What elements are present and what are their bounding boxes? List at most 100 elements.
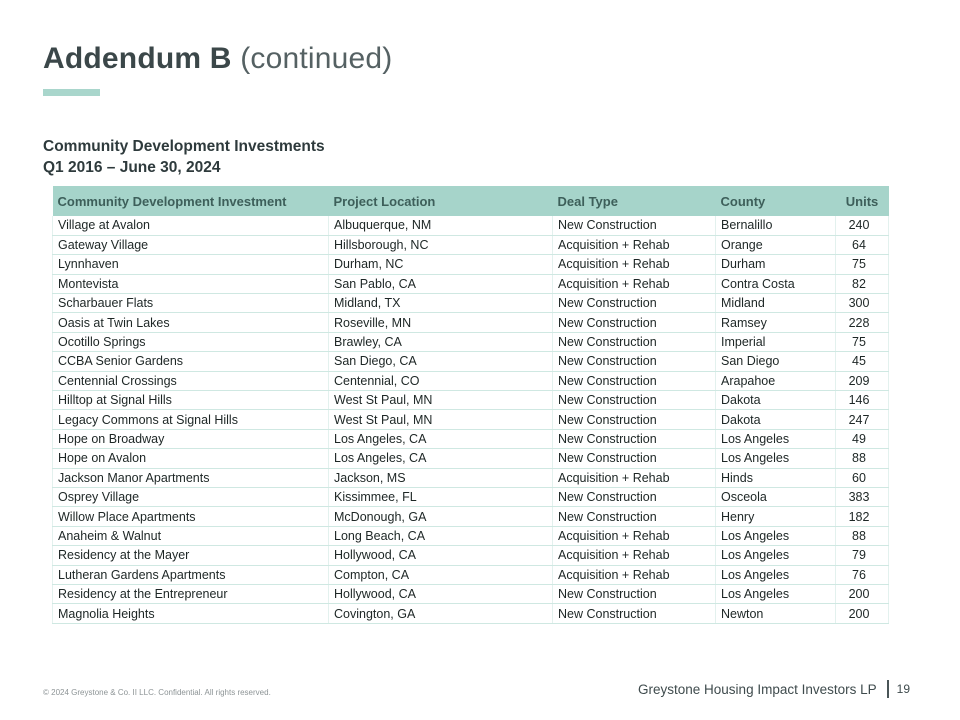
table-cell: Contra Costa xyxy=(715,274,836,295)
table-cell: 247 xyxy=(835,409,889,430)
table-cell: Midland xyxy=(715,293,836,314)
table-cell: 45 xyxy=(835,351,889,372)
table-cell: Jackson Manor Apartments xyxy=(52,468,329,488)
table-cell: Osprey Village xyxy=(52,487,329,508)
table-cell: Jackson, MS xyxy=(328,468,553,488)
table-cell: New Construction xyxy=(552,332,716,353)
table-cell: 75 xyxy=(835,332,889,353)
table-cell: Covington, GA xyxy=(328,603,553,624)
table-cell: Durham xyxy=(715,254,836,275)
table-cell: 228 xyxy=(835,312,889,333)
table-cell: Bernalillo xyxy=(715,216,836,236)
table-cell: New Construction xyxy=(552,371,716,392)
table-cell: Magnolia Heights xyxy=(52,603,329,624)
table-cell: New Construction xyxy=(552,487,716,508)
footer-right: Greystone Housing Impact Investors LP 19 xyxy=(638,680,910,698)
table-cell: Dakota xyxy=(715,409,836,430)
table-row: CCBA Senior Gardens San Diego, CA New Cons… xyxy=(52,351,889,372)
table-cell: Los Angeles, CA xyxy=(328,429,553,450)
table-cell: 88 xyxy=(835,526,889,547)
page-title-main: Addendum B xyxy=(43,42,232,75)
table-row: Hope on Avalon Los Angeles, CA New Constru… xyxy=(52,448,889,469)
table-cell: 383 xyxy=(835,487,889,508)
table-cell: West St Paul, MN xyxy=(328,390,553,411)
table-header-row: Community Development Investment Project … xyxy=(52,186,889,216)
table-row: Ocotillo Springs Brawley, CA New Construct… xyxy=(52,332,889,353)
table-cell: 49 xyxy=(835,429,889,450)
table-cell: 88 xyxy=(835,448,889,469)
table-cell: Centennial, CO xyxy=(328,371,553,392)
table-cell: 76 xyxy=(835,565,889,585)
table-cell: Lutheran Gardens Apartments xyxy=(52,565,329,585)
table-row: Magnolia Heights Covington, GA New Constru… xyxy=(52,603,889,624)
table-cell: Ramsey xyxy=(715,312,836,333)
table-row: Jackson Manor Apartments Jackson, MS Acqui… xyxy=(52,468,889,488)
table-cell: Osceola xyxy=(715,487,836,508)
table-cell: Newton xyxy=(715,603,836,624)
page-title: Addendum B (continued) xyxy=(43,42,392,76)
table-cell: Imperial xyxy=(715,332,836,353)
table-cell: Legacy Commons at Signal Hills xyxy=(52,409,329,430)
table-cell: West St Paul, MN xyxy=(328,409,553,430)
table-row: Hilltop at Signal Hills West St Paul, MN N… xyxy=(52,390,889,411)
table-cell: Hollywood, CA xyxy=(328,584,553,605)
table-cell: Los Angeles xyxy=(715,545,836,566)
table-cell: Los Angeles xyxy=(715,584,836,605)
investments-table: Community Development Investment Project … xyxy=(52,186,889,624)
table-row: Legacy Commons at Signal Hills West St Pa… xyxy=(52,409,889,430)
table-row: Centennial Crossings Centennial, CO New Co… xyxy=(52,371,889,392)
table-cell: 200 xyxy=(835,603,889,624)
table-title: Community Development Investments Q1 201… xyxy=(43,136,325,178)
table-cell: 60 xyxy=(835,468,889,488)
table-cell: 146 xyxy=(835,390,889,411)
page-title-suffix: (continued) xyxy=(231,42,393,75)
table-cell: New Construction xyxy=(552,584,716,605)
table-row: Scharbauer Flats Midland, TX New Construct… xyxy=(52,293,889,314)
table-cell: New Construction xyxy=(552,312,716,333)
table-cell: Hope on Avalon xyxy=(52,448,329,469)
table-cell: Residency at the Entrepreneur xyxy=(52,584,329,605)
table-cell: Arapahoe xyxy=(715,371,836,392)
table-cell: Los Angeles, CA xyxy=(328,448,553,469)
table-title-line2: Q1 2016 – June 30, 2024 xyxy=(43,159,221,176)
table-cell: Durham, NC xyxy=(328,254,553,275)
table-cell: Residency at the Mayer xyxy=(52,545,329,566)
table-cell: Ocotillo Springs xyxy=(52,332,329,353)
table-cell: Hollywood, CA xyxy=(328,545,553,566)
table-cell: Kissimmee, FL xyxy=(328,487,553,508)
table-row: Lynnhaven Durham, NC Acquisition + Rehab Du… xyxy=(52,254,889,275)
table-cell: Roseville, MN xyxy=(328,312,553,333)
table-cell: New Construction xyxy=(552,351,716,372)
table-cell: San Diego xyxy=(715,351,836,372)
table-cell: 300 xyxy=(835,293,889,314)
page-number: 19 xyxy=(896,682,910,696)
company-name: Greystone Housing Impact Investors LP xyxy=(638,681,877,697)
table-cell: San Diego, CA xyxy=(328,351,553,372)
column-header: County xyxy=(715,186,836,216)
table-cell: Acquisition + Rehab xyxy=(552,274,716,295)
table-body: Village at Avalon Albuquerque, NM New Cons… xyxy=(52,216,889,624)
table-cell: Scharbauer Flats xyxy=(52,293,329,314)
table-row: Lutheran Gardens Apartments Compton, CA Ac… xyxy=(52,565,889,585)
table-cell: New Construction xyxy=(552,293,716,314)
table-cell: New Construction xyxy=(552,216,716,236)
table-cell: San Pablo, CA xyxy=(328,274,553,295)
table-cell: Acquisition + Rehab xyxy=(552,526,716,547)
table-cell: Hilltop at Signal Hills xyxy=(52,390,329,411)
column-header: Units xyxy=(835,186,889,216)
table-cell: Gateway Village xyxy=(52,235,329,256)
table-cell: Montevista xyxy=(52,274,329,295)
table-cell: Brawley, CA xyxy=(328,332,553,353)
table-cell: New Construction xyxy=(552,390,716,411)
table-cell: Acquisition + Rehab xyxy=(552,254,716,275)
table-cell: Orange xyxy=(715,235,836,256)
table-cell: Acquisition + Rehab xyxy=(552,235,716,256)
table-cell: New Construction xyxy=(552,506,716,527)
table-cell: New Construction xyxy=(552,429,716,450)
table-cell: 200 xyxy=(835,584,889,605)
table-row: Residency at the Mayer Hollywood, CA Acqui… xyxy=(52,545,889,566)
table-cell: Hinds xyxy=(715,468,836,488)
table-row: Osprey Village Kissimmee, FL New Construct… xyxy=(52,487,889,508)
table-cell: Willow Place Apartments xyxy=(52,506,329,527)
